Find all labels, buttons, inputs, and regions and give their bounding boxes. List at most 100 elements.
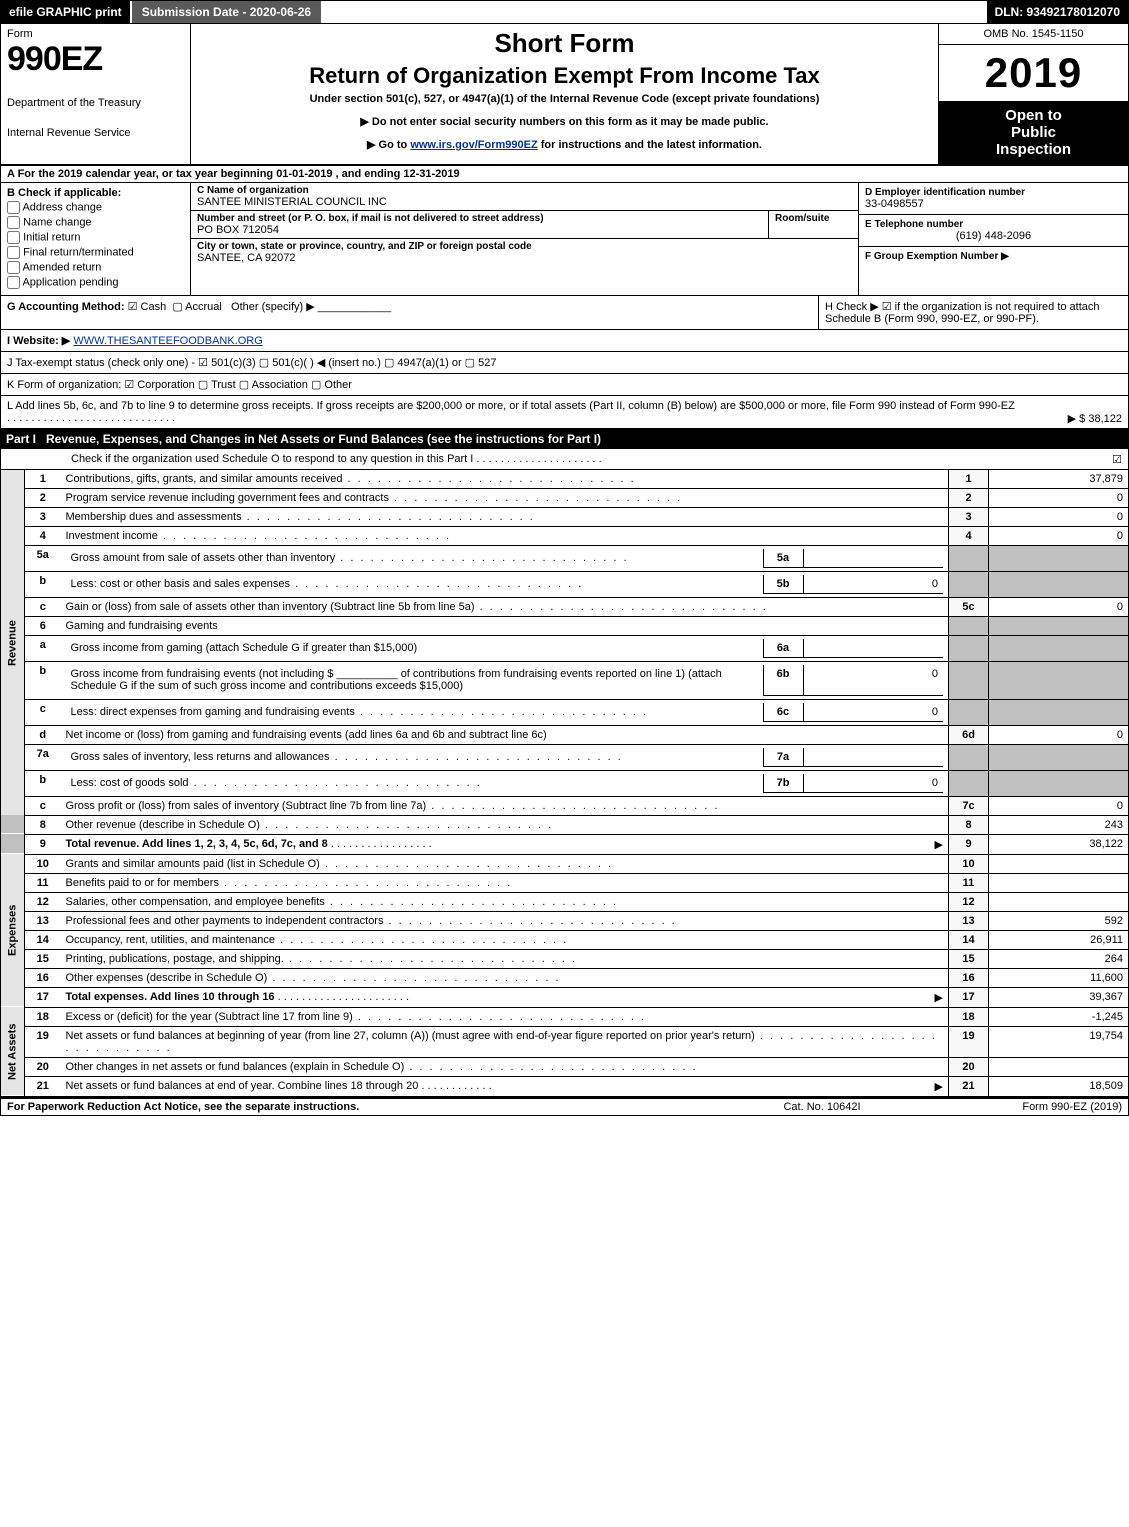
open-line3: Inspection [945, 141, 1122, 158]
part-1-check-text: Check if the organization used Schedule … [71, 453, 473, 465]
cb-name-change[interactable]: Name change [7, 216, 184, 229]
line-5b: b Less: cost or other basis and sales ex… [1, 572, 1129, 598]
accounting-method: G Accounting Method: ☑ Cash ▢ Accrual Ot… [7, 300, 818, 313]
amt-15: 264 [989, 949, 1129, 968]
row-k-form-of-org: K Form of organization: ☑ Corporation ▢ … [0, 374, 1129, 396]
line-2: 2Program service revenue including gover… [1, 489, 1129, 508]
cb-final-return[interactable]: Final return/terminated [7, 246, 184, 259]
dept-treasury: Department of the Treasury [7, 97, 184, 109]
ein-label: D Employer identification number [865, 187, 1122, 198]
part-1-header: Part I Revenue, Expenses, and Changes in… [0, 429, 1129, 449]
group-exemption-label: F Group Exemption Number ▶ [865, 251, 1122, 262]
irs-link[interactable]: www.irs.gov/Form990EZ [410, 139, 537, 151]
col-b-checkboxes: B Check if applicable: Address change Na… [1, 183, 191, 295]
omb-number: OMB No. 1545-1150 [939, 24, 1128, 45]
line-5c: cGain or (loss) from sale of assets othe… [1, 598, 1129, 617]
line-10: Expenses 10Grants and similar amounts pa… [1, 854, 1129, 873]
cell-address: Number and street (or P. O. box, if mail… [191, 211, 858, 239]
i-label: I Website: ▶ [7, 335, 70, 347]
col-b-title: B Check if applicable: [7, 187, 184, 199]
amt-10 [989, 854, 1129, 873]
cb-application-pending[interactable]: Application pending [7, 276, 184, 289]
line-7b: b Less: cost of goods sold 7b 0 [1, 770, 1129, 796]
cell-org-name: C Name of organization SANTEE MINISTERIA… [191, 183, 858, 211]
amt-5c: 0 [989, 598, 1129, 617]
open-to-public: Open to Public Inspection [939, 101, 1128, 164]
cell-group-exemption: F Group Exemption Number ▶ [859, 247, 1128, 266]
g-cash: Cash [141, 301, 167, 313]
city-label: City or town, state or province, country… [197, 241, 852, 252]
form-label: Form [7, 28, 184, 40]
addr-label: Number and street (or P. O. box, if mail… [197, 213, 762, 224]
amt-11 [989, 873, 1129, 892]
line-18: Net Assets 18Excess or (deficit) for the… [1, 1007, 1129, 1026]
line-3: 3Membership dues and assessments 30 [1, 508, 1129, 527]
g-other: Other (specify) ▶ [231, 301, 315, 313]
line-5a: 5a Gross amount from sale of assets othe… [1, 546, 1129, 572]
line-16: 16Other expenses (describe in Schedule O… [1, 968, 1129, 987]
part-1-checkbox[interactable]: ☑ [1112, 453, 1122, 466]
line-6c: c Less: direct expenses from gaming and … [1, 699, 1129, 725]
amt-3: 0 [989, 508, 1129, 527]
phone-label: E Telephone number [865, 219, 1122, 230]
l-amount: ▶ $ 38,122 [1068, 412, 1122, 425]
cb-amended-return[interactable]: Amended return [7, 261, 184, 274]
cb-address-change[interactable]: Address change [7, 201, 184, 214]
amt-20 [989, 1057, 1129, 1076]
efile-print-label[interactable]: efile GRAPHIC print [1, 1, 130, 23]
line-8: 8Other revenue (describe in Schedule O) … [1, 815, 1129, 834]
dept-irs: Internal Revenue Service [7, 127, 184, 139]
note2-pre: ▶ Go to [367, 139, 410, 151]
dln-label: DLN: 93492178012070 [987, 1, 1128, 23]
page-footer: For Paperwork Reduction Act Notice, see … [0, 1097, 1129, 1116]
addr-value: PO BOX 712054 [197, 224, 762, 236]
org-name: SANTEE MINISTERIAL COUNCIL INC [197, 196, 852, 208]
side-revenue: Revenue [1, 470, 25, 815]
col-d-ids: D Employer identification number 33-0498… [858, 183, 1128, 295]
row-i-website: I Website: ▶ WWW.THESANTEEFOODBANK.ORG [0, 330, 1129, 352]
header-left: Form 990EZ Department of the Treasury In… [1, 24, 191, 164]
ein-value: 33-0498557 [865, 198, 1122, 210]
amt-12 [989, 892, 1129, 911]
amt-8: 243 [989, 815, 1129, 834]
top-bar: efile GRAPHIC print Submission Date - 20… [0, 0, 1129, 24]
open-line1: Open to [945, 107, 1122, 124]
line-12: 12Salaries, other compensation, and empl… [1, 892, 1129, 911]
amt-13: 592 [989, 911, 1129, 930]
amt-4: 0 [989, 527, 1129, 546]
form-header: Form 990EZ Department of the Treasury In… [0, 24, 1129, 166]
footer-cat: Cat. No. 10642I [722, 1101, 922, 1113]
part-1-title: Revenue, Expenses, and Changes in Net As… [46, 432, 1123, 446]
amt-1: 37,879 [989, 470, 1129, 489]
line-21: 21 Net assets or fund balances at end of… [1, 1076, 1129, 1096]
ssn-warning: ▶ Do not enter social security numbers o… [197, 115, 932, 128]
header-right: OMB No. 1545-1150 2019 Open to Public In… [938, 24, 1128, 164]
cell-city: City or town, state or province, country… [191, 239, 858, 266]
line-6a: a Gross income from gaming (attach Sched… [1, 636, 1129, 662]
g-label: G Accounting Method: [7, 301, 125, 313]
cell-ein: D Employer identification number 33-0498… [859, 183, 1128, 215]
row-j-tax-exempt: J Tax-exempt status (check only one) - ☑… [0, 352, 1129, 374]
g-accrual: Accrual [185, 301, 222, 313]
org-info-row: B Check if applicable: Address change Na… [0, 183, 1129, 296]
line-20: 20Other changes in net assets or fund ba… [1, 1057, 1129, 1076]
line-11: 11Benefits paid to or for members11 [1, 873, 1129, 892]
amt-6d: 0 [989, 725, 1129, 744]
return-title: Return of Organization Exempt From Incom… [197, 63, 932, 89]
line-1: Revenue 1 Contributions, gifts, grants, … [1, 470, 1129, 489]
line-14: 14Occupancy, rent, utilities, and mainte… [1, 930, 1129, 949]
cell-phone: E Telephone number (619) 448-2096 [859, 215, 1128, 247]
line-7c: cGross profit or (loss) from sales of in… [1, 796, 1129, 815]
part-1-label: Part I [6, 432, 46, 446]
website-link[interactable]: WWW.THESANTEEFOODBANK.ORG [73, 335, 262, 347]
cb-initial-return[interactable]: Initial return [7, 231, 184, 244]
row-a-tax-year: A For the 2019 calendar year, or tax yea… [0, 166, 1129, 183]
part-1-check-line: Check if the organization used Schedule … [0, 449, 1129, 470]
room-label: Room/suite [775, 213, 852, 224]
line-4: 4Investment income 40 [1, 527, 1129, 546]
side-net-assets: Net Assets [1, 1007, 25, 1096]
open-line2: Public [945, 124, 1122, 141]
line-7a: 7a Gross sales of inventory, less return… [1, 744, 1129, 770]
header-center: Short Form Return of Organization Exempt… [191, 24, 938, 164]
amt-19: 19,754 [989, 1026, 1129, 1057]
